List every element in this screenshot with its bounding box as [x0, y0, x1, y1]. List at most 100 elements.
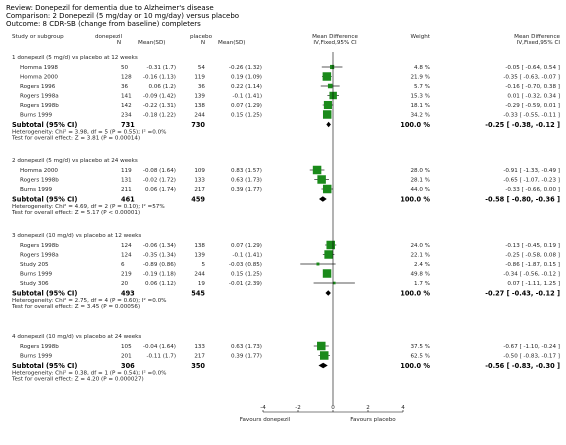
- ctrl-mean-sd: 0.07 (1.29): [231, 243, 262, 249]
- study-weight: 15.3 %: [410, 94, 430, 100]
- col-weight-header: Weight: [411, 34, 431, 40]
- treat-mean-sd: 0.06 (1.12): [145, 281, 176, 287]
- ctrl-n: 244: [194, 113, 205, 119]
- subtotal-ci-text: -0.58 [ -0.80, -0.36 ]: [485, 196, 560, 204]
- subtotal-label: Subtotal (95% CI): [12, 362, 77, 370]
- study-effect-box: [327, 83, 333, 89]
- study-ci-text: 0.01 [ -0.32, 0.34 ]: [507, 94, 560, 100]
- subtotal-ci-text: -0.27 [ -0.43, -0.12 ]: [485, 290, 560, 298]
- subtotal-ctrl-n: 459: [191, 196, 205, 204]
- subgroup-title: 1 donepezil (5 mg/d) vs placebo at 12 we…: [12, 55, 138, 61]
- col-treat-n-header: N: [117, 40, 121, 46]
- treat-n: 128: [121, 75, 132, 81]
- study-weight: 24.0 %: [410, 243, 430, 249]
- favours-right-label: Favours placebo: [350, 417, 396, 423]
- treat-mean-sd: -0.08 (1.64): [143, 168, 176, 174]
- treat-mean-sd: 0.06 (1.74): [145, 187, 176, 193]
- study-name: Burns 1999: [20, 187, 52, 193]
- ctrl-mean-sd: 0.39 (1.77): [231, 354, 262, 360]
- study-effect-box: [320, 351, 329, 360]
- study-name: Study 205: [20, 262, 49, 268]
- ctrl-mean-sd: 0.07 (1.29): [231, 103, 262, 109]
- treat-n: 36: [121, 84, 129, 90]
- treat-mean-sd: -0.31 (1.7): [146, 65, 176, 71]
- study-effect-box: [316, 262, 320, 266]
- study-effect-box: [317, 175, 326, 184]
- review-title: Review: Donepezil for dementia due to Al…: [6, 4, 214, 12]
- subtotal-label: Subtotal (95% CI): [12, 196, 77, 204]
- subtotal-treat-n: 731: [121, 121, 135, 129]
- study-name: Rogers 1996: [20, 84, 56, 90]
- study-ci-text: -0.33 [ -0.66, 0.00 ]: [505, 187, 560, 193]
- study-ci-text: -0.34 [ -0.56, -0.12 ]: [503, 272, 560, 278]
- study-ci-text: -0.50 [ -0.83, -0.17 ]: [503, 354, 560, 360]
- subtotal-label: Subtotal (95% CI): [12, 290, 77, 298]
- comparison-title: Comparison: 2 Donepezil (5 mg/day or 10 …: [6, 12, 240, 20]
- ctrl-n: 109: [194, 168, 205, 174]
- study-name: Homma 2000: [20, 168, 58, 174]
- treat-n: 124: [121, 253, 132, 259]
- treat-mean-sd: -0.02 (1.72): [143, 178, 176, 184]
- treat-mean-sd: -0.89 (0.86): [143, 262, 176, 268]
- ctrl-n: 119: [194, 75, 205, 81]
- study-weight: 5.7 %: [414, 84, 430, 90]
- treat-mean-sd: -0.04 (1.64): [143, 344, 176, 350]
- treat-n: 124: [121, 243, 132, 249]
- study-ci-text: -0.25 [ -0.58, 0.08 ]: [505, 253, 560, 259]
- treat-n: 6: [121, 262, 125, 268]
- study-ci-text: -0.35 [ -0.63, -0.07 ]: [503, 75, 560, 81]
- subgroup-title: 2 donepezil (5 mg/d) vs placebo at 24 we…: [12, 158, 138, 164]
- ctrl-mean-sd: -0.03 (0.85): [229, 262, 262, 268]
- ctrl-mean-sd: 0.15 (1.25): [231, 113, 262, 119]
- treat-mean-sd: 0.06 (1.2): [149, 84, 177, 90]
- study-weight: 4.8 %: [414, 65, 430, 71]
- study-name: Study 306: [20, 281, 49, 287]
- treat-n: 119: [121, 168, 132, 174]
- treat-mean-sd: -0.16 (1.13): [143, 75, 176, 81]
- subgroup-title: 3 donepezil (10 mg/d) vs placebo at 12 w…: [12, 233, 141, 239]
- treat-mean-sd: -0.19 (1.18): [143, 272, 176, 278]
- ctrl-n: 217: [194, 354, 205, 360]
- study-name: Burns 1999: [20, 354, 52, 360]
- study-ci-text: -0.86 [ -1.87, 0.15 ]: [505, 262, 560, 268]
- treat-mean-sd: -0.06 (1.34): [143, 243, 176, 249]
- ctrl-mean-sd: -0.01 (2.39): [229, 281, 262, 287]
- treat-n: 234: [121, 113, 132, 119]
- study-ci-text: -0.16 [ -0.70, 0.38 ]: [505, 84, 560, 90]
- x-tick-label: -4: [260, 405, 266, 411]
- subtotal-weight: 100.0 %: [400, 121, 430, 129]
- treat-n: 219: [121, 272, 132, 278]
- x-tick-label: 4: [401, 405, 405, 411]
- subtotal-label: Subtotal (95% CI): [12, 121, 77, 129]
- treat-mean-sd: -0.35 (1.34): [143, 253, 176, 259]
- subtotal-treat-n: 306: [121, 362, 135, 370]
- x-tick-label: 0: [331, 405, 335, 411]
- col-ctrl-n-header: N: [201, 40, 205, 46]
- treat-n: 141: [121, 94, 132, 100]
- study-effect-box: [323, 100, 332, 110]
- study-effect-box: [330, 64, 335, 70]
- overall-effect-text: Test for overall effect: Z = 3.81 (P = 0…: [11, 136, 140, 142]
- study-weight: 28.0 %: [410, 168, 430, 174]
- treat-n: 131: [121, 178, 132, 184]
- study-effect-box: [324, 250, 333, 259]
- outcome-title: Outcome: 8 CDR-SB (change from baseline)…: [6, 20, 201, 28]
- subtotal-treat-n: 461: [121, 196, 135, 204]
- ctrl-mean-sd: 0.63 (1.73): [231, 178, 262, 184]
- ctrl-mean-sd: 0.22 (1.14): [231, 84, 262, 90]
- favours-left-label: Favours donepezil: [240, 417, 291, 423]
- study-ci-text: -0.05 [ -0.64, 0.54 ]: [505, 65, 560, 71]
- study-name: Rogers 1998b: [20, 178, 59, 184]
- treat-n: 142: [121, 103, 132, 109]
- study-name: Burns 1999: [20, 272, 52, 278]
- col-md-header: Mean Difference: [312, 34, 358, 40]
- heterogeneity-text: Heterogeneity: Chi² = 3.98, df = 5 (P = …: [12, 129, 166, 136]
- subtotal-diamond: [326, 121, 331, 128]
- col-md2-sub-header: IV,Fixed,95% CI: [517, 40, 561, 46]
- subtotal-ci-text: -0.56 [ -0.83, -0.30 ]: [485, 362, 560, 370]
- ctrl-n: 217: [194, 187, 205, 193]
- ctrl-n: 5: [201, 262, 205, 268]
- col-md2-header: Mean Difference: [514, 34, 560, 40]
- subgroup-title: 4 donepezil (10 mg/d) vs placebo at 24 w…: [12, 334, 141, 340]
- study-effect-box: [322, 72, 332, 81]
